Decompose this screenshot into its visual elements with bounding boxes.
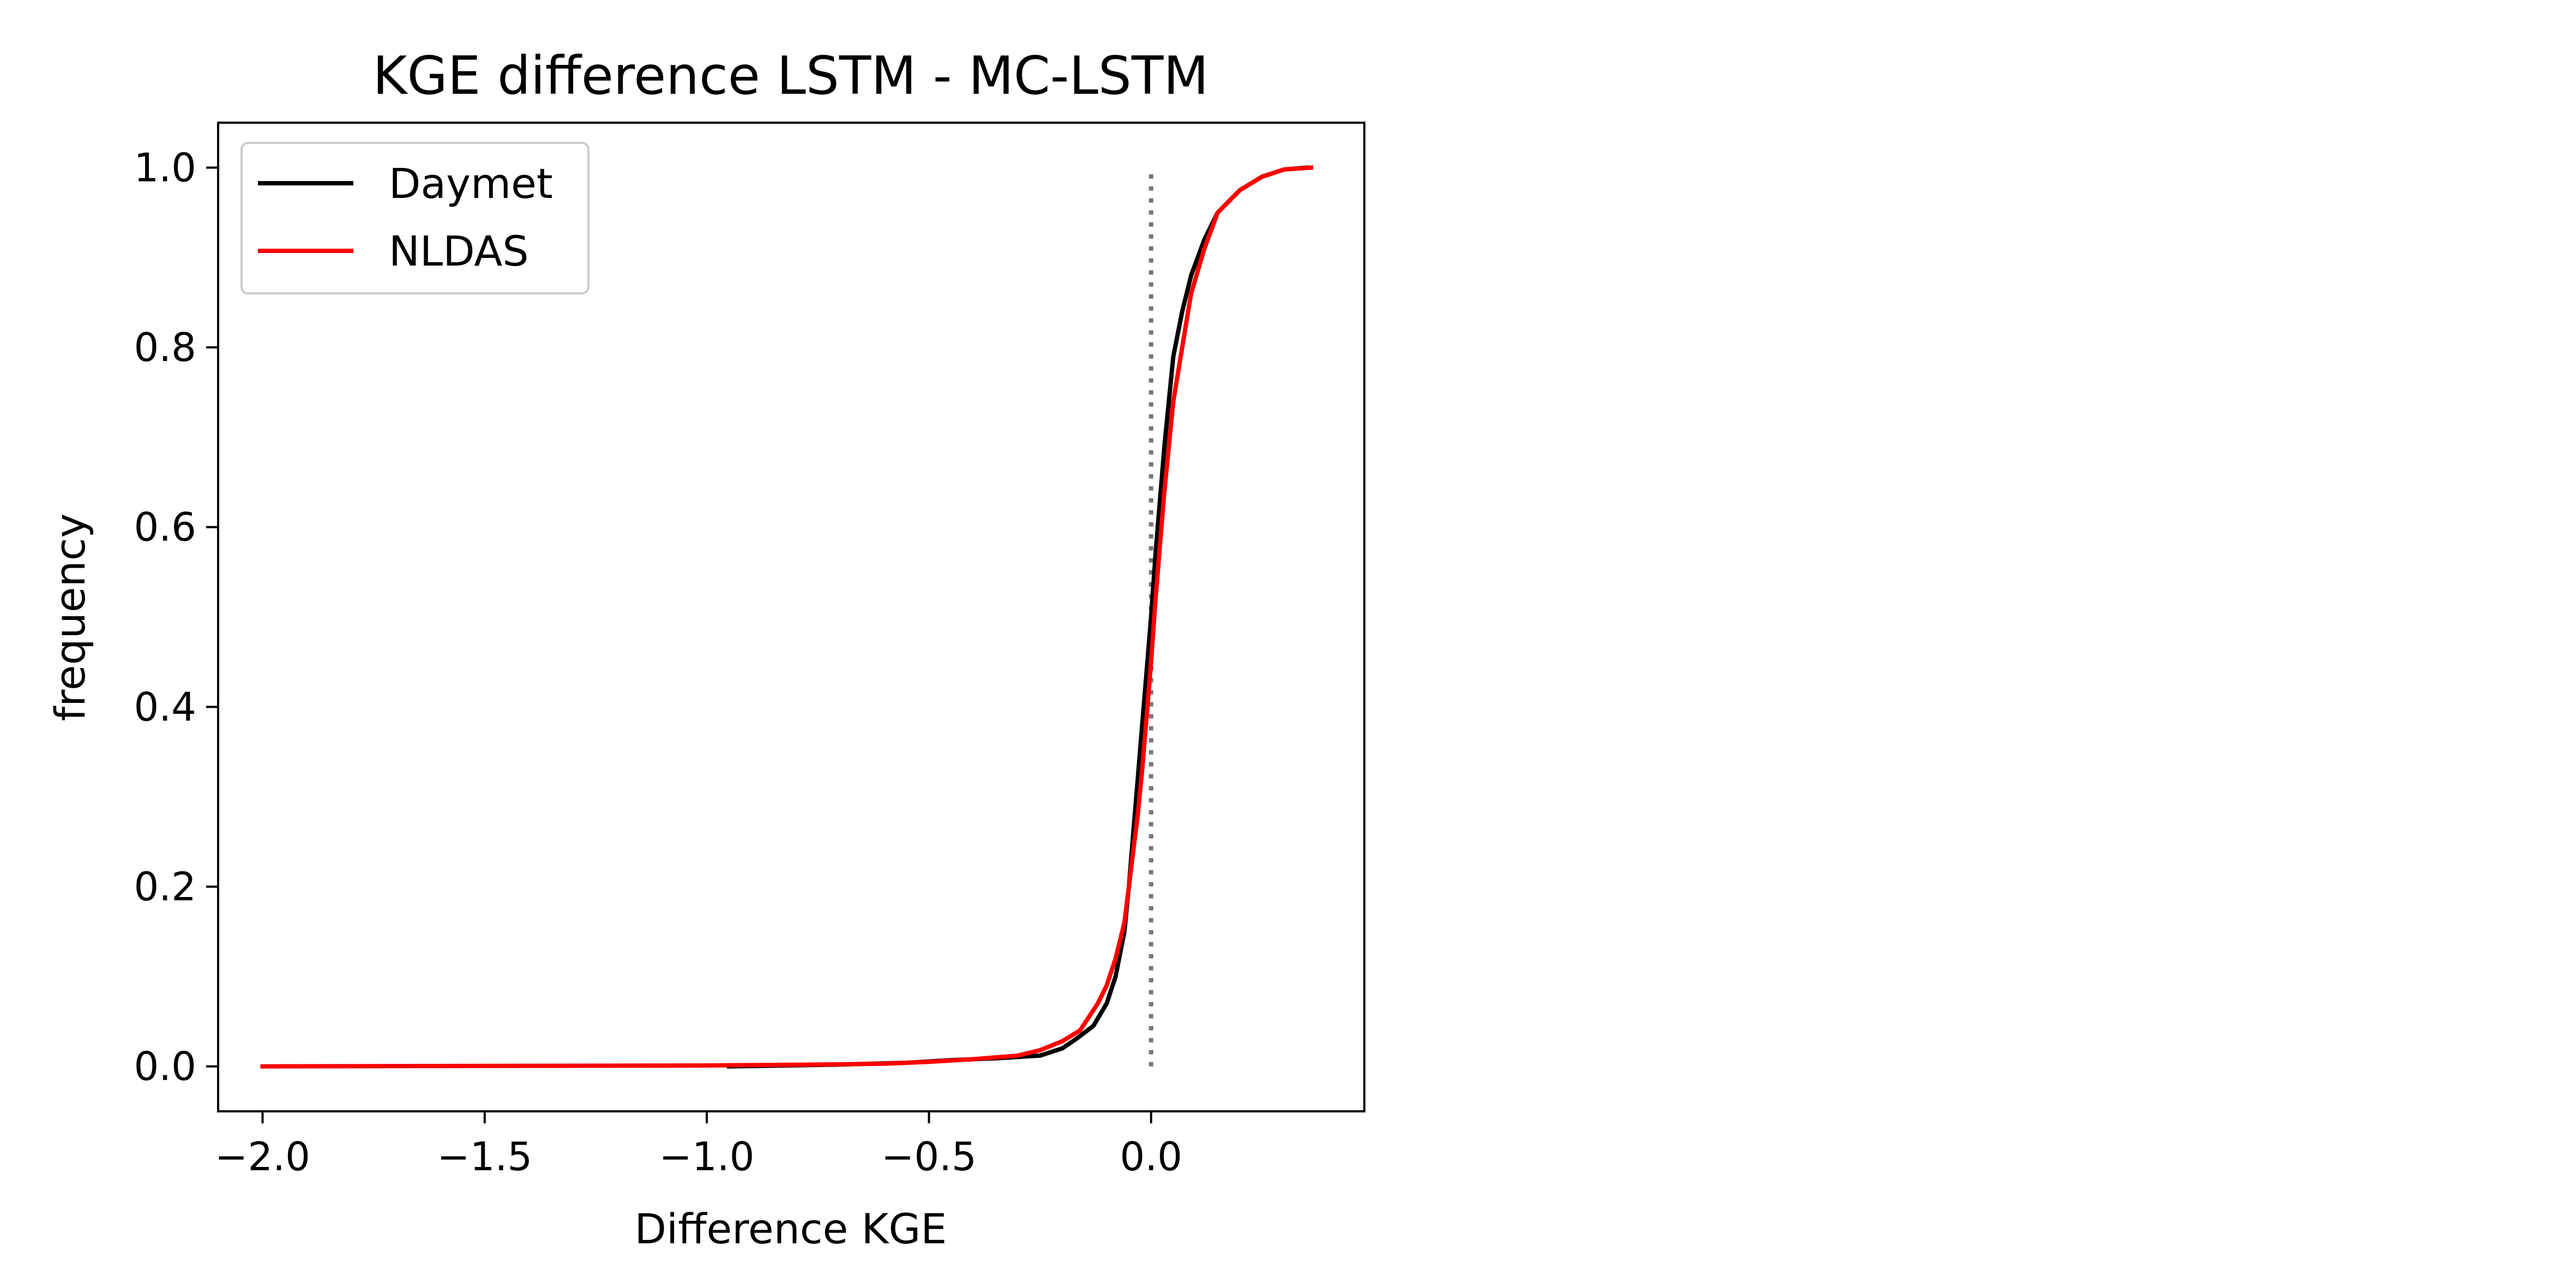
plot-area: −2.0 −1.5 −1.0 −0.5 0.0 0.0 0.2 0.4 0.6 0.8 1.0: [134, 122, 1365, 1179]
x-tick-label: −1.0: [659, 1134, 755, 1179]
x-tick-label: 0.0: [1120, 1134, 1183, 1179]
y-tick-label: 0.6: [134, 504, 196, 550]
y-tick-label: 0.4: [134, 684, 196, 730]
legend-label-nldas: NLDAS: [389, 227, 529, 275]
legend-label-daymet: Daymet: [389, 159, 553, 208]
y-tick-label: 0.8: [134, 324, 196, 370]
series-line-daymet: [726, 165, 1309, 1069]
series-line-nldas: [260, 165, 1314, 1069]
x-tick-label: −2.0: [215, 1134, 310, 1179]
x-axis-label: Difference KGE: [635, 1205, 947, 1253]
legend-box: [240, 142, 589, 294]
plot-frame: [217, 122, 1365, 1112]
y-tick-label: 0.0: [134, 1044, 196, 1090]
y-tick-label: 1.0: [134, 145, 196, 190]
chart-title: KGE difference LSTM - MC-LSTM: [373, 45, 1209, 106]
legend: Daymet NLDAS: [240, 142, 589, 294]
y-axis-label: frequency: [46, 513, 94, 721]
x-tick-label: −0.5: [881, 1134, 977, 1179]
y-tick-label: 0.2: [134, 864, 196, 910]
x-tick-label: −1.5: [437, 1134, 532, 1179]
